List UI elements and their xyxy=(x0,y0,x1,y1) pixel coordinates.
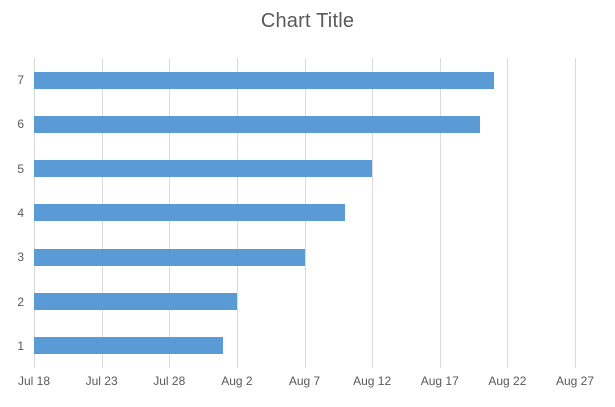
bar-category-4[interactable] xyxy=(34,204,346,222)
y-axis-tick-label: 4 xyxy=(17,205,24,220)
x-axis-tick-label: Aug 7 xyxy=(288,374,321,388)
x-axis-tick-label: Jul 18 xyxy=(17,374,51,388)
x-axis-tick-label: Jul 28 xyxy=(153,374,186,388)
y-axis-tick-label: 7 xyxy=(17,73,24,88)
bar-row xyxy=(34,235,575,279)
x-axis-tick-label: Aug 22 xyxy=(488,374,527,388)
bar-category-5[interactable] xyxy=(34,160,373,178)
y-axis-tick-label: 2 xyxy=(17,294,24,309)
x-axis-tick-label: Aug 2 xyxy=(221,374,253,388)
bar-row xyxy=(34,191,575,235)
plot-area xyxy=(34,58,576,368)
x-axis-tick-label: Aug 12 xyxy=(353,374,392,388)
y-axis-tick-label: 1 xyxy=(17,338,24,353)
x-axis-tick-label: Aug 27 xyxy=(555,374,595,388)
bar-category-7[interactable] xyxy=(34,71,494,89)
x-axis-tick-label: Jul 23 xyxy=(85,374,118,388)
bar-row xyxy=(34,324,575,368)
y-axis-tick-label: 3 xyxy=(17,250,24,265)
gridline xyxy=(439,58,441,368)
gridline xyxy=(372,58,374,368)
bar-category-6[interactable] xyxy=(34,115,481,133)
bar-row xyxy=(34,147,575,191)
chart-title: Chart Title xyxy=(260,10,355,32)
bar-category-1[interactable] xyxy=(34,337,224,355)
gridline xyxy=(575,58,576,368)
bar-row xyxy=(34,58,575,102)
bar-series xyxy=(34,58,575,368)
x-axis-tick-label: Aug 17 xyxy=(420,374,459,388)
bar-row xyxy=(34,279,575,323)
y-axis-tick-label: 6 xyxy=(17,117,24,132)
bar-row xyxy=(34,102,575,146)
gridline xyxy=(507,58,509,368)
y-axis-labels: 7 6 5 4 3 2 1 xyxy=(0,58,24,368)
bar-category-2[interactable] xyxy=(34,293,237,311)
y-axis-tick-label: 5 xyxy=(17,161,24,176)
x-axis-labels: Jul 18 Jul 23 Jul 28 Aug 2 Aug 7 Aug 12 Aug 17… xyxy=(18,373,594,391)
bar-category-3[interactable] xyxy=(34,248,305,266)
